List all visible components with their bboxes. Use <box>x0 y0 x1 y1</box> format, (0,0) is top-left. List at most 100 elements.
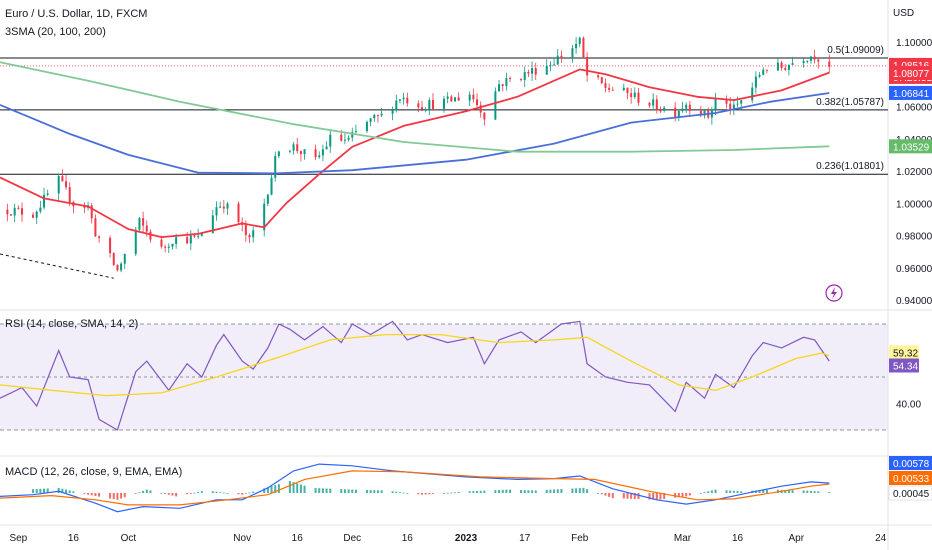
rsi-line[interactable] <box>0 333 830 397</box>
candle-body[interactable] <box>622 87 625 91</box>
candle-body[interactable] <box>329 134 332 147</box>
candle-body[interactable] <box>762 69 765 75</box>
trend-line[interactable] <box>0 253 114 279</box>
candle-body[interactable] <box>252 230 255 238</box>
sma-line[interactable] <box>0 61 830 153</box>
candle-body[interactable] <box>68 187 71 203</box>
candle-body[interactable] <box>160 239 163 247</box>
candle-body[interactable] <box>211 215 214 234</box>
candle-body[interactable] <box>681 108 684 112</box>
candle-body[interactable] <box>189 235 192 244</box>
candle-body[interactable] <box>98 236 101 238</box>
candle-body[interactable] <box>171 243 174 247</box>
candle-body[interactable] <box>6 209 9 215</box>
macd-line[interactable] <box>0 470 830 506</box>
candle-body[interactable] <box>637 92 640 103</box>
candle-body[interactable] <box>145 225 148 232</box>
macd-legend[interactable]: MACD (12, 26, close, 9, EMA, EMA) <box>5 466 182 478</box>
candle-body[interactable] <box>406 97 409 104</box>
candle-body[interactable] <box>751 87 754 101</box>
time-scale[interactable]: Sep 16 Oct Nov 16 Dec 16 2023 17 Feb Mar 16 Apr 24 <box>9 533 886 544</box>
candle-body[interactable] <box>817 59 820 62</box>
candle-body[interactable] <box>633 92 636 98</box>
candle-body[interactable] <box>523 72 526 80</box>
candle-body[interactable] <box>376 114 379 116</box>
candle-body[interactable] <box>90 205 93 219</box>
candle-body[interactable] <box>46 193 49 195</box>
candle-body[interactable] <box>149 231 152 240</box>
candle-body[interactable] <box>134 229 137 255</box>
candle-body[interactable] <box>193 235 196 237</box>
candle-body[interactable] <box>787 64 790 70</box>
candle-body[interactable] <box>94 218 97 237</box>
candle-body[interactable] <box>527 72 530 74</box>
candle-body[interactable] <box>784 68 787 70</box>
candle-body[interactable] <box>611 89 614 91</box>
lightning-icon[interactable] <box>825 284 843 302</box>
candle-body[interactable] <box>498 84 501 92</box>
rsi-legend[interactable]: RSI (14, close, SMA, 14, 2) <box>5 318 138 330</box>
sma-line[interactable] <box>0 68 830 238</box>
candle-body[interactable] <box>483 112 486 120</box>
candle-body[interactable] <box>270 177 273 195</box>
candle-body[interactable] <box>813 56 816 60</box>
candle-body[interactable] <box>109 237 112 254</box>
candle-body[interactable] <box>732 104 735 111</box>
candle-body[interactable] <box>123 254 126 264</box>
candle-body[interactable] <box>13 207 16 216</box>
candle-body[interactable] <box>828 61 831 67</box>
candle-body[interactable] <box>758 74 761 77</box>
candle-body[interactable] <box>740 100 743 104</box>
candle-body[interactable] <box>476 99 479 106</box>
price-panel[interactable]: 0.5(1.09009) 0.382(1.05787) 0.236(1.01801) <box>0 36 888 279</box>
candle-body[interactable] <box>164 246 167 248</box>
rsi-line[interactable] <box>0 320 830 431</box>
candle-body[interactable] <box>391 110 394 114</box>
candle-body[interactable] <box>35 211 38 218</box>
candle-body[interactable] <box>553 64 556 66</box>
candle-body[interactable] <box>380 113 383 116</box>
candle-body[interactable] <box>343 139 346 141</box>
candle-body[interactable] <box>248 234 251 238</box>
candle-body[interactable] <box>116 264 119 271</box>
candle-body[interactable] <box>806 60 809 62</box>
candle-body[interactable] <box>112 253 115 265</box>
candle-body[interactable] <box>802 60 805 64</box>
candle-body[interactable] <box>663 107 666 111</box>
candle-body[interactable] <box>545 65 548 75</box>
candle-body[interactable] <box>729 103 732 111</box>
candle-body[interactable] <box>61 176 64 182</box>
candle-body[interactable] <box>340 134 343 141</box>
candle-body[interactable] <box>57 176 60 194</box>
candle-body[interactable] <box>288 150 291 152</box>
candle-body[interactable] <box>714 99 717 110</box>
candle-body[interactable] <box>215 207 218 216</box>
candle-body[interactable] <box>9 214 13 216</box>
candle-body[interactable] <box>453 97 457 102</box>
candle-body[interactable] <box>442 98 446 109</box>
candle-body[interactable] <box>17 207 20 209</box>
candle-body[interactable] <box>325 146 328 150</box>
macd-panel[interactable] <box>0 463 831 513</box>
candle-body[interactable] <box>725 99 728 104</box>
candle-body[interactable] <box>509 77 512 79</box>
candle-body[interactable] <box>138 218 141 230</box>
candle-body[interactable] <box>446 96 449 99</box>
candle-body[interactable] <box>501 84 504 87</box>
candle-body[interactable] <box>531 68 534 74</box>
candle-body[interactable] <box>266 194 269 204</box>
candle-body[interactable] <box>556 55 559 65</box>
candle-body[interactable] <box>600 77 603 84</box>
candle-body[interactable] <box>167 246 170 248</box>
candle-body[interactable] <box>450 96 453 102</box>
candle-body[interactable] <box>685 104 688 109</box>
candle-body[interactable] <box>809 56 812 61</box>
candle-body[interactable] <box>263 203 266 231</box>
candle-body[interactable] <box>292 144 295 151</box>
candle-body[interactable] <box>39 207 42 212</box>
sma-legend[interactable]: 3SMA (20, 100, 200) <box>5 26 106 38</box>
candle-body[interactable] <box>505 77 508 87</box>
candle-body[interactable] <box>43 194 46 208</box>
candle-body[interactable] <box>754 76 757 88</box>
